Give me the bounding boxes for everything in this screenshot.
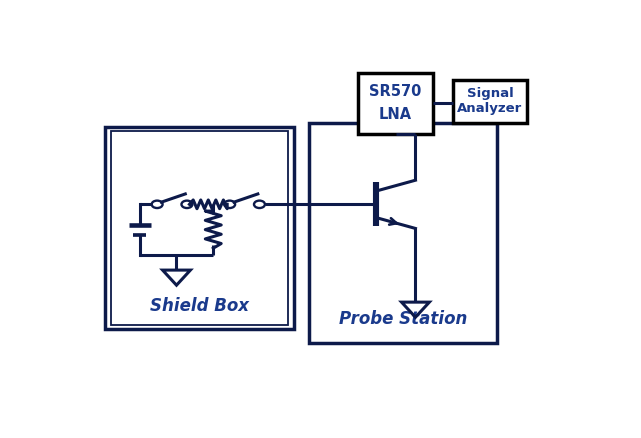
Bar (111, 131, 288, 325)
Text: LNA: LNA (379, 107, 412, 123)
Text: SR570: SR570 (369, 84, 422, 99)
Text: Probe Station: Probe Station (339, 310, 467, 328)
Bar (309, 124, 497, 343)
Bar (453, 80, 527, 124)
Bar (105, 127, 294, 329)
Text: Signal
Analyzer: Signal Analyzer (457, 88, 522, 116)
Text: Shield Box: Shield Box (150, 297, 249, 314)
Bar (358, 73, 433, 134)
